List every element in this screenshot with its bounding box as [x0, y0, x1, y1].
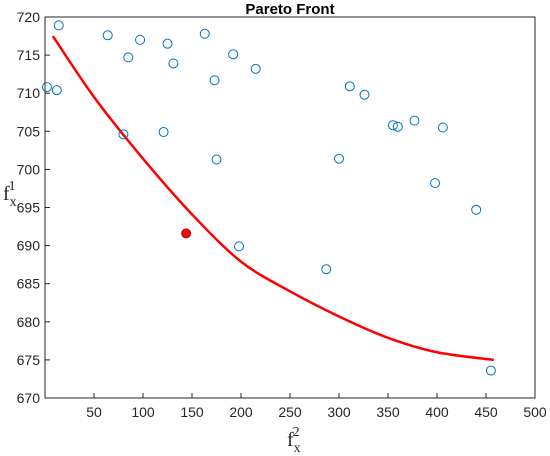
y-tick-label: 690 — [17, 238, 41, 254]
scatter-point — [41, 82, 52, 93]
scatter-point — [471, 204, 482, 215]
x-axis-label: fx2 — [287, 425, 301, 456]
scatter-point — [135, 34, 146, 45]
scatter-point — [250, 63, 261, 74]
x-tick-label: 150 — [180, 404, 204, 420]
scatter-point — [485, 365, 496, 376]
x-tick-label: 400 — [425, 404, 449, 420]
chart-title: Pareto Front — [245, 1, 334, 18]
pareto-front-curve — [51, 35, 495, 362]
y-axis-ticks: 670 675 680 685 690 695 700 705 710 715 720 — [17, 9, 50, 406]
plot-area — [45, 17, 535, 398]
scatter-point — [234, 241, 245, 252]
scatter-point — [209, 75, 220, 86]
scatter-point — [123, 52, 134, 63]
x-tick-label: 250 — [278, 404, 302, 420]
y-tick-label: 670 — [17, 390, 41, 406]
x-tick-label: 50 — [86, 404, 102, 420]
scatter-point — [118, 129, 129, 140]
scatter-point — [228, 49, 239, 60]
y-axis-label-sub: x — [10, 195, 17, 210]
scatter-point — [199, 28, 210, 39]
scatter-point — [162, 38, 173, 49]
highlighted-point — [181, 228, 192, 239]
y-tick-label: 720 — [17, 9, 41, 25]
y-tick-label: 705 — [17, 123, 41, 139]
x-tick-label: 450 — [474, 404, 498, 420]
chart-marks — [41, 20, 496, 376]
x-tick-label: 300 — [327, 404, 351, 420]
scatter-point — [53, 20, 64, 31]
scatter-point — [359, 89, 370, 100]
x-tick-label: 500 — [523, 404, 547, 420]
scatter-point — [392, 121, 403, 132]
y-tick-label: 710 — [17, 85, 41, 101]
y-tick-label: 700 — [17, 161, 41, 177]
scatter-point — [344, 81, 355, 92]
y-axis-label-sup: 1 — [9, 179, 16, 194]
x-tick-label: 100 — [131, 404, 155, 420]
scatter-point — [51, 85, 62, 96]
x-axis-label-sup: 2 — [293, 425, 300, 440]
y-tick-label: 680 — [17, 314, 41, 330]
scatter-point — [334, 153, 344, 164]
scatter-point — [211, 154, 222, 165]
y-tick-label: 695 — [17, 200, 41, 216]
y-tick-label: 715 — [17, 47, 41, 63]
scatter-point — [409, 115, 420, 126]
scatter-point — [321, 264, 332, 275]
y-axis-label: fx1 — [3, 179, 17, 210]
scatter-point — [158, 127, 169, 138]
scatter-point — [387, 120, 398, 131]
y-axis-label-base: f — [3, 183, 10, 205]
scatter-point — [437, 122, 448, 133]
scatter-point — [102, 30, 113, 41]
x-tick-label: 200 — [229, 404, 253, 420]
x-axis-ticks: 50 100 150 200 250 300 350 400 450 500 — [86, 393, 547, 420]
x-axis-label-sub: x — [294, 441, 301, 456]
x-axis-label-base: f — [287, 429, 294, 451]
x-tick-label: 350 — [376, 404, 400, 420]
y-tick-label: 675 — [17, 352, 41, 368]
scatter-point — [430, 178, 441, 189]
scatter-point — [168, 58, 179, 69]
y-tick-label: 685 — [17, 276, 41, 292]
